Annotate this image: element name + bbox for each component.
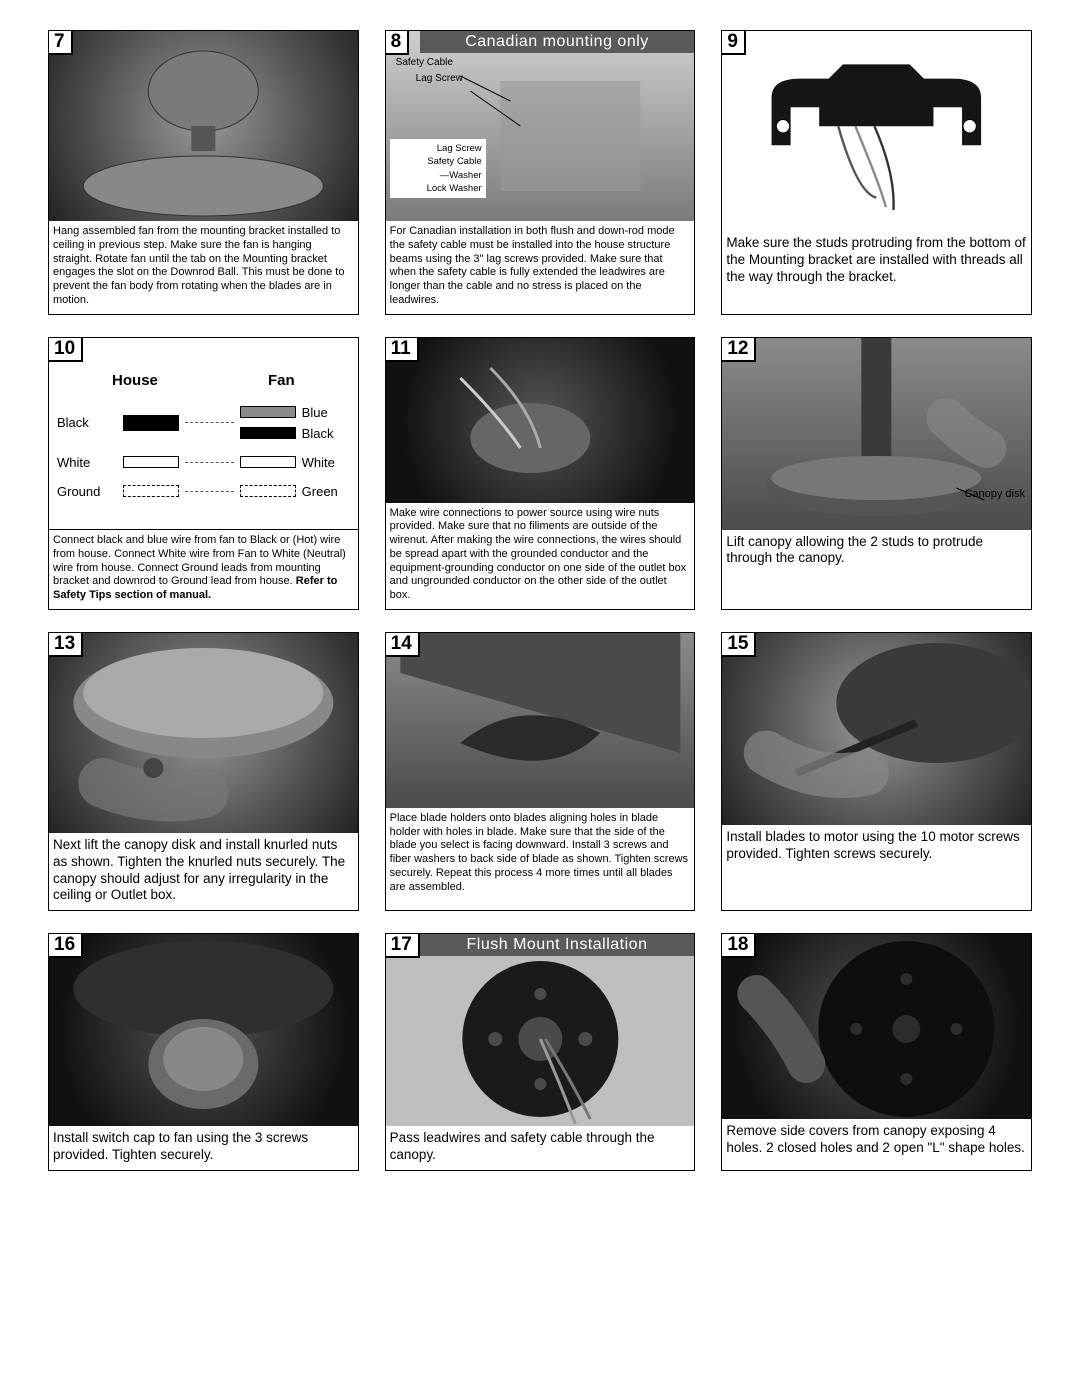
step-12-image: 12 Canopy disk [722, 338, 1031, 530]
step-13-panel: 13 Next lift the canopy disk and install… [48, 632, 359, 912]
wire-seg-fan-black [240, 427, 296, 439]
wire-label-white-r: White [302, 455, 350, 470]
wire-seg-house-ground [123, 485, 179, 497]
step-9-caption: Make sure the studs protruding from the … [722, 231, 1031, 292]
step-13-caption: Next lift the canopy disk and install kn… [49, 833, 358, 911]
step-16-caption: Install switch cap to fan using the 3 sc… [49, 1126, 358, 1170]
step-14-caption: Place blade holders onto blades aligning… [386, 808, 695, 901]
step-17-image: 17 Flush Mount Installation [386, 934, 695, 1126]
step-11-image: 11 [386, 338, 695, 503]
step-18-image: 18 [722, 934, 1031, 1119]
step-14-panel: 14 Place blade holders onto blades align… [385, 632, 696, 912]
step-14-number: 14 [386, 633, 420, 657]
switch-cap-illustration [49, 934, 358, 1126]
step-9-panel: 9 Make sure the studs protruding from th… [721, 30, 1032, 315]
step-16-image: 16 [49, 934, 358, 1126]
wire-nut-illustration [386, 338, 695, 503]
bracket-illustration [722, 31, 1031, 231]
step-13-image: 13 [49, 633, 358, 833]
step-8-image: 8 Canadian mounting only Safety Cable La… [386, 31, 695, 221]
step-11-panel: 11 Make wire connections to power source… [385, 337, 696, 610]
step-12-number: 12 [722, 338, 756, 362]
fan-body-illustration [49, 31, 358, 221]
step-13-number: 13 [49, 633, 83, 657]
wire-row-ground: Ground Green [57, 484, 350, 499]
wire-label-white: White [57, 455, 117, 470]
step-10-panel: 10 House Fan Black Blue Black [48, 337, 359, 610]
wire-label-blue: Blue [302, 405, 350, 420]
label-safety-cable-top: Safety Cable [396, 57, 453, 68]
step-12-caption: Lift canopy allowing the 2 studs to prot… [722, 530, 1031, 574]
canopy-illustration [722, 338, 1031, 530]
wire-row-black: Black Blue Black [57, 405, 350, 441]
step-15-number: 15 [722, 633, 756, 657]
label-lock-washer: Lock Washer [394, 182, 482, 195]
step-11-number: 11 [386, 338, 419, 362]
label-washer: Washer [449, 170, 481, 181]
blade-holder-illustration [386, 633, 695, 808]
step-15-caption: Install blades to motor using the 10 mot… [722, 825, 1031, 869]
step-8-panel: 8 Canadian mounting only Safety Cable La… [385, 30, 696, 315]
wire-label-black-r: Black [302, 426, 350, 441]
flush-canopy-illustration [386, 934, 695, 1126]
step-8-number: 8 [386, 31, 410, 55]
wire-seg-house-white [123, 456, 179, 468]
wiring-diagram: House Fan Black Blue Black [49, 338, 358, 530]
instruction-grid: 7 Hang assembled fan from the mounting b… [48, 30, 1032, 1171]
step-7-caption: Hang assembled fan from the mounting bra… [49, 221, 358, 314]
label-lag-screw: Lag Screw [394, 142, 482, 155]
wire-seg-fan-green [240, 485, 296, 497]
wire-label-green: Green [302, 484, 350, 499]
step-18-number: 18 [722, 934, 756, 958]
step-17-number: 17 [386, 934, 420, 958]
step-9-number: 9 [722, 31, 746, 55]
wire-seg-house-black [123, 415, 179, 431]
step-10-caption: Connect black and blue wire from fan to … [49, 529, 358, 609]
step-7-panel: 7 Hang assembled fan from the mounting b… [48, 30, 359, 315]
wiring-col-fan: Fan [268, 372, 295, 389]
knurled-nut-illustration [49, 633, 358, 833]
step-12-panel: 12 Canopy disk Lift canopy allowing the … [721, 337, 1032, 610]
step-7-number: 7 [49, 31, 73, 55]
label-safety-cable: Safety Cable [394, 155, 482, 168]
step-18-caption: Remove side covers from canopy exposing … [722, 1119, 1031, 1163]
label-lag-screw-top: Lag Screw [416, 73, 463, 84]
canopy-disk-label: Canopy disk [964, 488, 1025, 500]
wiring-col-house: House [112, 372, 158, 389]
step-8-header: Canadian mounting only [420, 31, 695, 53]
step-17-panel: 17 Flush Mount Installation Pass leadwir… [385, 933, 696, 1171]
step-11-caption: Make wire connections to power source us… [386, 503, 695, 609]
wire-seg-fan-blue [240, 406, 296, 418]
step-17-caption: Pass leadwires and safety cable through … [386, 1126, 695, 1170]
wire-label-black: Black [57, 415, 117, 430]
step-15-panel: 15 Install blades to motor using the 10 … [721, 632, 1032, 912]
step-16-panel: 16 Install switch cap to fan using the 3… [48, 933, 359, 1171]
step-9-image: 9 [722, 31, 1031, 231]
wire-label-ground: Ground [57, 484, 117, 499]
step-10-number: 10 [49, 338, 83, 362]
step-8-caption: For Canadian installation in both flush … [386, 221, 695, 314]
step-15-image: 15 [722, 633, 1031, 825]
step-17-header: Flush Mount Installation [420, 934, 695, 956]
step-14-image: 14 [386, 633, 695, 808]
wire-seg-fan-white [240, 456, 296, 468]
blade-install-illustration [722, 633, 1031, 825]
canopy-holes-illustration [722, 934, 1031, 1119]
step-16-number: 16 [49, 934, 83, 958]
wire-row-white: White White [57, 455, 350, 470]
step-18-panel: 18 Remove side covers from canopy exposi… [721, 933, 1032, 1171]
step-7-image: 7 [49, 31, 358, 221]
